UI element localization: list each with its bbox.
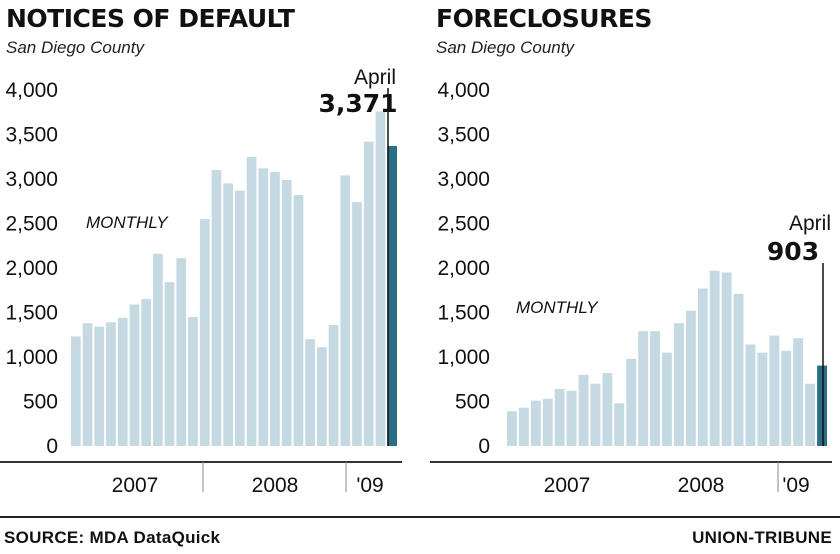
highlighted-bar (817, 365, 827, 446)
bar (246, 156, 257, 447)
series-label: MONTHLY (86, 213, 169, 232)
x-tick-label: 2007 (112, 474, 159, 497)
x-tick-label: 2008 (678, 474, 725, 497)
y-tick-label: 1,000 (5, 346, 58, 369)
bar (153, 253, 163, 446)
annotation-label: April (789, 212, 831, 235)
credit-note: UNION-TRIBUNE (692, 528, 832, 547)
y-tick-label: 2,000 (5, 257, 58, 280)
bar (709, 270, 720, 446)
notices-of-default-panel: NOTICES OF DEFAULT San Diego County 0 500… (0, 0, 420, 505)
bar (211, 170, 222, 446)
highlighted-bar (387, 146, 397, 446)
bar (626, 358, 637, 446)
bar (223, 183, 233, 446)
bar (188, 317, 198, 446)
x-tick-label: 2007 (544, 474, 591, 497)
y-tick-label: 1,500 (5, 302, 58, 325)
bar (352, 202, 362, 446)
bar (281, 179, 292, 446)
bar (270, 171, 280, 446)
y-tick-label: 2,000 (437, 257, 490, 280)
x-tick-label: '09 (782, 474, 809, 497)
y-tick-label: 500 (23, 391, 58, 414)
bar (757, 352, 768, 446)
y-tick-label: 4,000 (5, 79, 58, 102)
bar (781, 350, 792, 446)
annotation-value: 3,371 (318, 89, 397, 118)
bar (507, 411, 517, 446)
bar (328, 325, 339, 446)
y-tick-label: 3,000 (5, 168, 58, 191)
x-tick-label: '09 (356, 474, 383, 497)
chart-title: FORECLOSURES (436, 4, 652, 33)
bar (363, 141, 374, 446)
source-note: SOURCE: MDA DataQuick (4, 528, 221, 547)
bar (697, 288, 708, 446)
y-tick-label: 2,500 (5, 213, 58, 236)
chart-subtitle: San Diego County (436, 38, 574, 57)
bar (518, 407, 529, 446)
bar (685, 310, 696, 446)
bar (602, 373, 613, 446)
y-tick-label: 1,000 (437, 346, 490, 369)
bar (176, 258, 187, 446)
bar (340, 175, 351, 446)
bar (721, 272, 732, 446)
bar (164, 282, 175, 446)
bar (141, 299, 151, 446)
bar (199, 219, 210, 446)
y-tick-label: 1,500 (437, 302, 490, 325)
foreclosures-panel: FORECLOSURES San Diego County 0 500 1,000 1… (430, 0, 840, 505)
bar (614, 403, 625, 446)
bar (566, 390, 577, 446)
bar (117, 317, 128, 446)
bar (305, 339, 315, 446)
bar (554, 389, 565, 446)
footer-divider (0, 516, 840, 518)
bar (769, 335, 780, 446)
y-tick-label: 0 (478, 435, 490, 458)
bar (235, 190, 245, 446)
bar (733, 293, 744, 446)
y-tick-label: 500 (455, 391, 490, 414)
notices-of-default-chart: 0 500 1,000 1,500 2,000 2,500 3,000 3,500 4,000 2… (0, 66, 402, 497)
bar (94, 326, 105, 446)
bar (129, 304, 140, 446)
bar (745, 344, 756, 446)
bar (106, 322, 116, 446)
y-tick-label: 2,500 (437, 213, 490, 236)
annotation-label: April (354, 66, 396, 89)
y-tick-label: 0 (46, 435, 58, 458)
bar (793, 338, 804, 446)
y-tick-label: 3,000 (437, 168, 490, 191)
y-tick-label: 3,500 (437, 124, 490, 147)
bar (542, 398, 553, 446)
bar (638, 331, 649, 446)
bar (258, 168, 269, 447)
series-label: MONTHLY (516, 298, 599, 317)
bar (674, 323, 684, 446)
chart-title: NOTICES OF DEFAULT (6, 4, 295, 33)
bar (578, 374, 589, 446)
bar (805, 383, 815, 446)
annotation-value: 903 (767, 237, 819, 266)
bar (293, 195, 304, 446)
bar (590, 383, 601, 446)
bar (71, 336, 81, 446)
y-tick-label: 3,500 (5, 124, 58, 147)
bar (317, 347, 327, 446)
foreclosures-chart: 0 500 1,000 1,500 2,000 2,500 3,000 3,500 4,000 2… (430, 79, 832, 497)
bar (662, 352, 672, 446)
y-tick-label: 4,000 (437, 79, 490, 102)
bar (650, 331, 660, 446)
chart-subtitle: San Diego County (6, 38, 144, 57)
bar (530, 400, 541, 446)
x-tick-label: 2008 (252, 474, 299, 497)
bar (375, 111, 386, 447)
bar (82, 323, 93, 446)
